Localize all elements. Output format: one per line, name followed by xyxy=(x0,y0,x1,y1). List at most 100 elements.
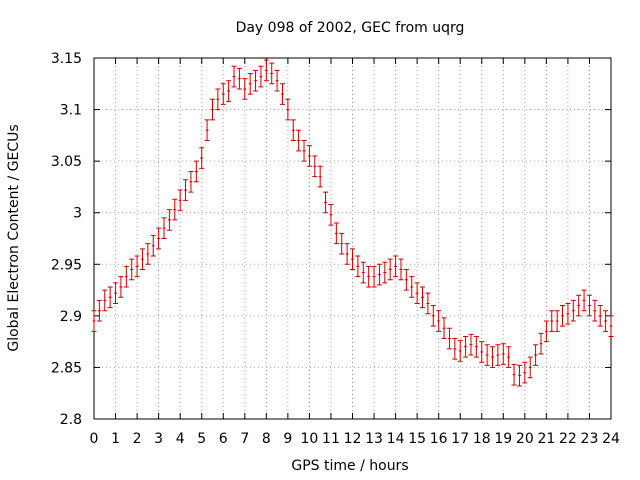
data-point xyxy=(430,305,436,327)
data-point xyxy=(425,292,431,315)
data-point xyxy=(139,248,145,270)
data-point xyxy=(360,261,366,284)
data-point xyxy=(468,333,474,356)
x-tick-label: 6 xyxy=(219,431,228,447)
data-point xyxy=(506,346,512,368)
data-point xyxy=(123,265,129,288)
data-point xyxy=(177,189,183,212)
data-point xyxy=(538,332,544,355)
x-tick-label: 13 xyxy=(365,431,383,447)
x-tick-label: 15 xyxy=(408,431,426,447)
x-tick-label: 22 xyxy=(559,431,577,447)
data-point xyxy=(323,191,329,214)
data-point xyxy=(527,356,533,379)
data-point xyxy=(554,310,560,332)
chart-title: Day 098 of 2002, GEC from uqrg xyxy=(236,20,465,36)
data-point xyxy=(279,83,285,105)
x-tick-label: 2 xyxy=(133,431,142,447)
y-tick-labels: 2.8 2.85 2.9 2.95 3 3.05 3.1 3.15 xyxy=(51,51,82,428)
data-point xyxy=(441,317,447,340)
x-tick-label: 24 xyxy=(602,431,620,447)
data-point xyxy=(145,243,151,265)
data-point xyxy=(253,69,259,92)
x-tick-label: 19 xyxy=(494,431,512,447)
data-point xyxy=(350,248,355,270)
plot-frame xyxy=(93,57,612,420)
data-point xyxy=(209,98,215,121)
data-point xyxy=(516,364,522,387)
data-point xyxy=(102,289,108,312)
data-series xyxy=(91,59,614,387)
data-point xyxy=(576,294,582,317)
data-point xyxy=(161,217,167,239)
data-point xyxy=(522,361,528,384)
x-tick-label: 23 xyxy=(581,431,599,447)
data-point xyxy=(269,62,275,85)
data-point xyxy=(382,261,388,284)
data-point xyxy=(586,294,592,317)
y-tick-label: 2.95 xyxy=(51,257,82,273)
data-point xyxy=(301,140,307,162)
data-point xyxy=(500,343,506,365)
grid xyxy=(94,58,611,419)
data-point xyxy=(490,346,496,368)
y-tick-label: 2.85 xyxy=(51,360,82,376)
x-tick-label: 14 xyxy=(387,431,405,447)
x-tick-label: 3 xyxy=(154,431,163,447)
data-point xyxy=(226,80,232,102)
x-tick-label: 17 xyxy=(451,431,469,447)
data-point xyxy=(371,265,377,288)
data-point xyxy=(511,363,517,386)
x-tick-label: 18 xyxy=(473,431,491,447)
data-point xyxy=(242,78,248,100)
x-tick-label: 8 xyxy=(262,431,271,447)
data-point xyxy=(306,145,312,167)
data-point xyxy=(436,310,442,332)
y-tick-label: 3.05 xyxy=(51,154,82,170)
data-point xyxy=(565,302,571,325)
x-tick-label: 9 xyxy=(283,431,292,447)
data-point xyxy=(420,286,426,309)
x-tick-label: 10 xyxy=(301,431,319,447)
x-tick-label: 1 xyxy=(111,431,120,447)
x-tick-label: 16 xyxy=(430,431,448,447)
data-point xyxy=(199,147,205,169)
data-point xyxy=(204,119,210,142)
data-point xyxy=(376,263,382,286)
data-point xyxy=(118,276,124,298)
data-point xyxy=(543,320,549,343)
x-tick-label: 7 xyxy=(240,431,249,447)
data-point xyxy=(274,69,280,92)
x-tick-labels: 0 1 2 3 4 5 6 7 8 9 10 11 12 13 14 15 16 17 18 19 20 21 22 23 24 xyxy=(90,431,620,447)
y-tick-label: 3.15 xyxy=(51,51,82,67)
data-point xyxy=(398,258,404,281)
data-point xyxy=(387,258,393,281)
data-point xyxy=(107,286,113,309)
data-point xyxy=(409,276,415,298)
data-point xyxy=(258,65,264,88)
data-point xyxy=(236,67,242,90)
x-tick-label: 5 xyxy=(197,431,206,447)
data-point xyxy=(479,341,485,363)
data-point xyxy=(231,65,237,88)
data-point xyxy=(366,265,372,288)
x-tick-label: 0 xyxy=(90,431,99,447)
data-point xyxy=(355,255,361,278)
data-point xyxy=(183,179,189,201)
data-point xyxy=(333,222,339,245)
data-point xyxy=(463,335,469,358)
data-point xyxy=(91,310,97,332)
y-tick-label: 2.9 xyxy=(60,309,82,325)
data-point xyxy=(339,232,345,255)
data-point xyxy=(156,227,162,250)
data-point xyxy=(484,344,490,366)
data-point xyxy=(129,258,135,281)
x-tick-label: 20 xyxy=(516,431,534,447)
data-point xyxy=(215,88,221,111)
data-point xyxy=(549,310,555,332)
data-point xyxy=(220,83,226,105)
x-tick-label: 4 xyxy=(176,431,185,447)
data-point xyxy=(457,340,463,362)
data-point xyxy=(403,268,409,291)
